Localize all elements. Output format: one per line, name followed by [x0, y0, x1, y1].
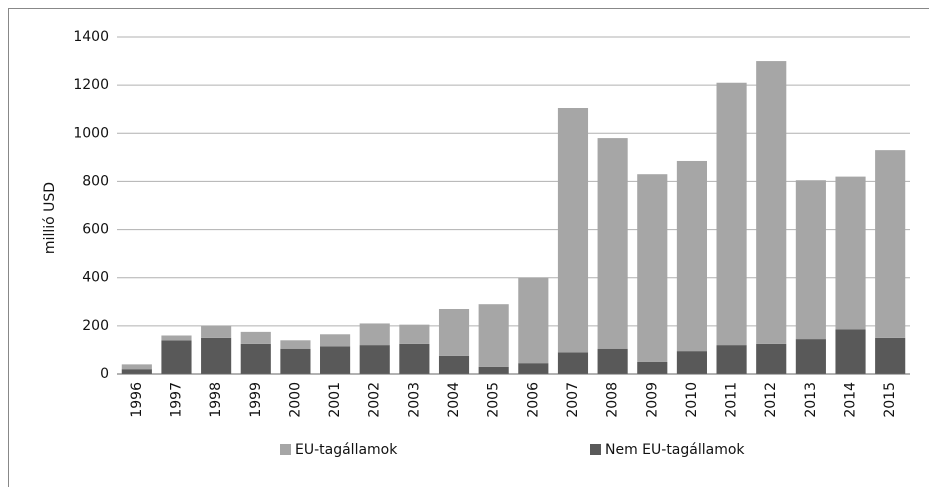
- bar-segment: [756, 343, 787, 374]
- bar-segment: [835, 329, 866, 374]
- bar-segment: [320, 334, 351, 347]
- bar-segment: [637, 361, 668, 374]
- bar-segment: [201, 325, 232, 338]
- x-tick-label: 1998: [208, 382, 224, 418]
- bar-segment: [756, 61, 787, 344]
- x-tick-label: 2012: [763, 382, 779, 418]
- x-tick-label: 2014: [843, 382, 859, 418]
- bar-segment: [795, 180, 826, 340]
- x-tick-label: 1999: [248, 382, 264, 418]
- bar-segment: [280, 348, 311, 374]
- y-tick-label: 1000: [73, 125, 109, 141]
- bar-segment: [478, 366, 509, 374]
- bar-segment: [320, 346, 351, 374]
- bar-segment: [438, 309, 470, 356]
- x-tick-label: 2009: [644, 382, 660, 418]
- bar-segment: [597, 138, 628, 349]
- bar-segment: [795, 339, 826, 374]
- y-tick-label: 1400: [73, 29, 109, 45]
- bar-segment: [518, 277, 549, 364]
- x-tick-label: 2015: [882, 382, 898, 418]
- x-tick-label: 1996: [129, 382, 145, 418]
- bar-segment: [637, 174, 668, 362]
- bar-segment: [716, 82, 747, 346]
- x-tick-label: 2003: [406, 382, 422, 418]
- x-tick-label: 2002: [367, 382, 383, 418]
- bar-segment: [161, 340, 192, 374]
- bar-segment: [121, 364, 152, 370]
- bar-segment: [359, 323, 390, 346]
- bar-segment: [399, 324, 430, 344]
- legend-label: EU-tagállamok: [295, 442, 398, 458]
- bar-segment: [875, 150, 906, 338]
- legend-swatch: [280, 444, 291, 455]
- x-tick-label: 1997: [168, 382, 184, 418]
- x-tick-label: 2000: [287, 382, 303, 418]
- bar-segment: [399, 343, 430, 374]
- bar-segment: [875, 337, 906, 374]
- x-tick-label: 2005: [486, 382, 502, 418]
- y-tick-label: 0: [100, 366, 109, 382]
- bar-segment: [240, 343, 271, 374]
- bar-segment: [478, 304, 509, 367]
- x-tick-label: 2001: [327, 382, 343, 418]
- y-tick-label: 1200: [73, 77, 109, 93]
- x-tick-label: 2006: [525, 382, 541, 418]
- y-tick-label: 200: [82, 318, 109, 334]
- bar-segment: [557, 352, 589, 374]
- x-tick-label: 2013: [803, 382, 819, 418]
- x-tick-label: 2011: [724, 382, 740, 418]
- bar-segment: [359, 345, 390, 374]
- y-tick-label: 400: [82, 270, 109, 286]
- y-tick-label: 600: [82, 222, 109, 238]
- bar-segment: [835, 176, 866, 330]
- frame: [8, 8, 929, 487]
- bar-segment: [121, 369, 152, 374]
- legend-swatch: [590, 444, 601, 455]
- legend-label: Nem EU-tagállamok: [605, 442, 745, 458]
- bar-segment: [557, 108, 589, 353]
- bar-segment: [716, 345, 747, 374]
- bar-segment: [676, 351, 707, 374]
- x-tick-label: 2010: [684, 382, 700, 418]
- bar-segment: [676, 160, 707, 352]
- bar-segment: [201, 337, 232, 374]
- bar-segment: [597, 348, 628, 374]
- bar-segment: [240, 331, 271, 344]
- x-tick-label: 2004: [446, 382, 462, 418]
- bar-segment: [438, 355, 470, 374]
- x-tick-label: 2007: [565, 382, 581, 418]
- bar-segment: [161, 335, 192, 341]
- x-tick-label: 2008: [605, 382, 621, 418]
- y-axis-label: millió USD: [42, 182, 58, 254]
- y-tick-label: 800: [82, 173, 109, 189]
- bar-segment: [518, 363, 549, 374]
- bar-segment: [280, 340, 311, 349]
